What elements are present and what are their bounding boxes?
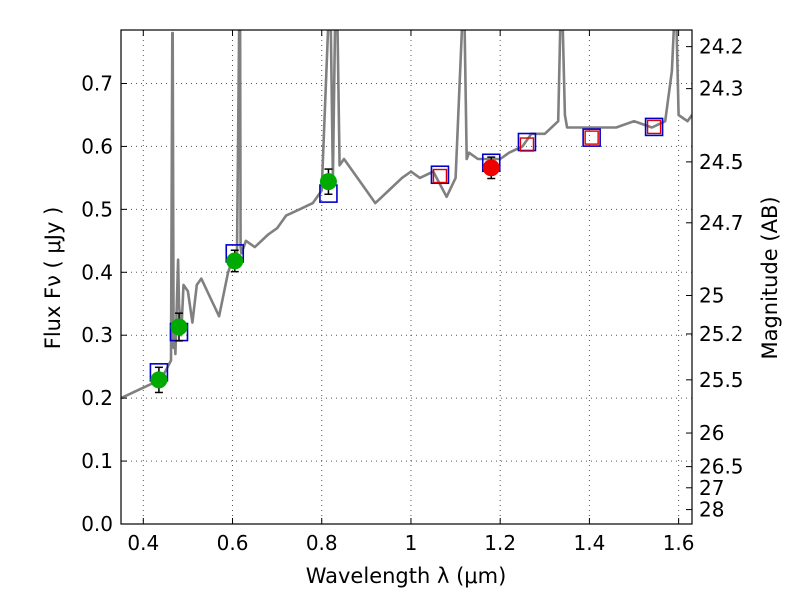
x-tick-label: 1.4 bbox=[573, 531, 605, 555]
mag-tick-label: 26 bbox=[699, 421, 724, 445]
x-tick-label: 0.4 bbox=[127, 531, 159, 555]
mag-tick-label: 24.2 bbox=[699, 35, 744, 59]
detection-point bbox=[170, 318, 188, 336]
x-tick-label: 0.8 bbox=[306, 531, 338, 555]
y2-axis-label: Magnitude (AB) bbox=[758, 196, 782, 359]
mag-tick-label: 27 bbox=[699, 476, 724, 500]
model-photometry-inner-square bbox=[584, 130, 599, 145]
x-tick-label: 0.6 bbox=[217, 531, 249, 555]
marker-layer bbox=[149, 117, 664, 394]
mag-tick-label: 26.5 bbox=[699, 455, 744, 479]
mag-tick-label: 24.3 bbox=[699, 77, 744, 101]
x-tick-label: 1 bbox=[405, 531, 418, 555]
mag-tick-label: 28 bbox=[699, 498, 724, 522]
model-photometry-square bbox=[644, 117, 664, 137]
mag-tick-label: 24.7 bbox=[699, 211, 744, 235]
y-tick-label: 0.5 bbox=[81, 197, 113, 221]
tick-layer: 0.4 0.6 0.8 1 1.2 1.4 1.6 0.0 0.1 0.2 0.3 0.4 0.5 0.6… bbox=[81, 30, 744, 555]
spectrum-line bbox=[121, 30, 692, 400]
mag-tick-label: 25.2 bbox=[699, 322, 744, 346]
model-photometry-inner-square bbox=[432, 168, 448, 184]
y-tick-label: 0.6 bbox=[81, 134, 113, 158]
x-tick-label: 1.6 bbox=[663, 531, 695, 555]
model-photometry-square bbox=[430, 165, 450, 185]
mag-tick-label: 24.5 bbox=[699, 150, 744, 174]
mag-tick-label: 25 bbox=[699, 284, 724, 308]
model-photometry-square bbox=[582, 128, 601, 147]
detection-point bbox=[482, 159, 500, 177]
spectrum-layer bbox=[121, 30, 692, 400]
x-tick-label: 1.2 bbox=[484, 531, 516, 555]
y-tick-label: 0.4 bbox=[81, 260, 113, 284]
model-photometry-inner-square bbox=[646, 119, 662, 135]
detection-point bbox=[226, 252, 244, 270]
y-axis-label: Flux Fν ( μJy ) bbox=[41, 207, 65, 350]
detection-point bbox=[319, 173, 337, 191]
grid-layer bbox=[121, 30, 692, 525]
detection-point bbox=[150, 371, 168, 389]
y-tick-label: 0.1 bbox=[81, 449, 113, 473]
y-tick-label: 0.7 bbox=[81, 71, 113, 95]
x-axis-label: Wavelength λ (μm) bbox=[306, 564, 507, 588]
y-tick-label: 0.2 bbox=[81, 386, 113, 410]
model-photometry-inner-square bbox=[519, 137, 535, 152]
plot-frame bbox=[120, 29, 693, 525]
y-tick-label: 0.0 bbox=[81, 512, 113, 536]
y-tick-label: 0.3 bbox=[81, 323, 113, 347]
mag-tick-label: 25.5 bbox=[699, 368, 744, 392]
